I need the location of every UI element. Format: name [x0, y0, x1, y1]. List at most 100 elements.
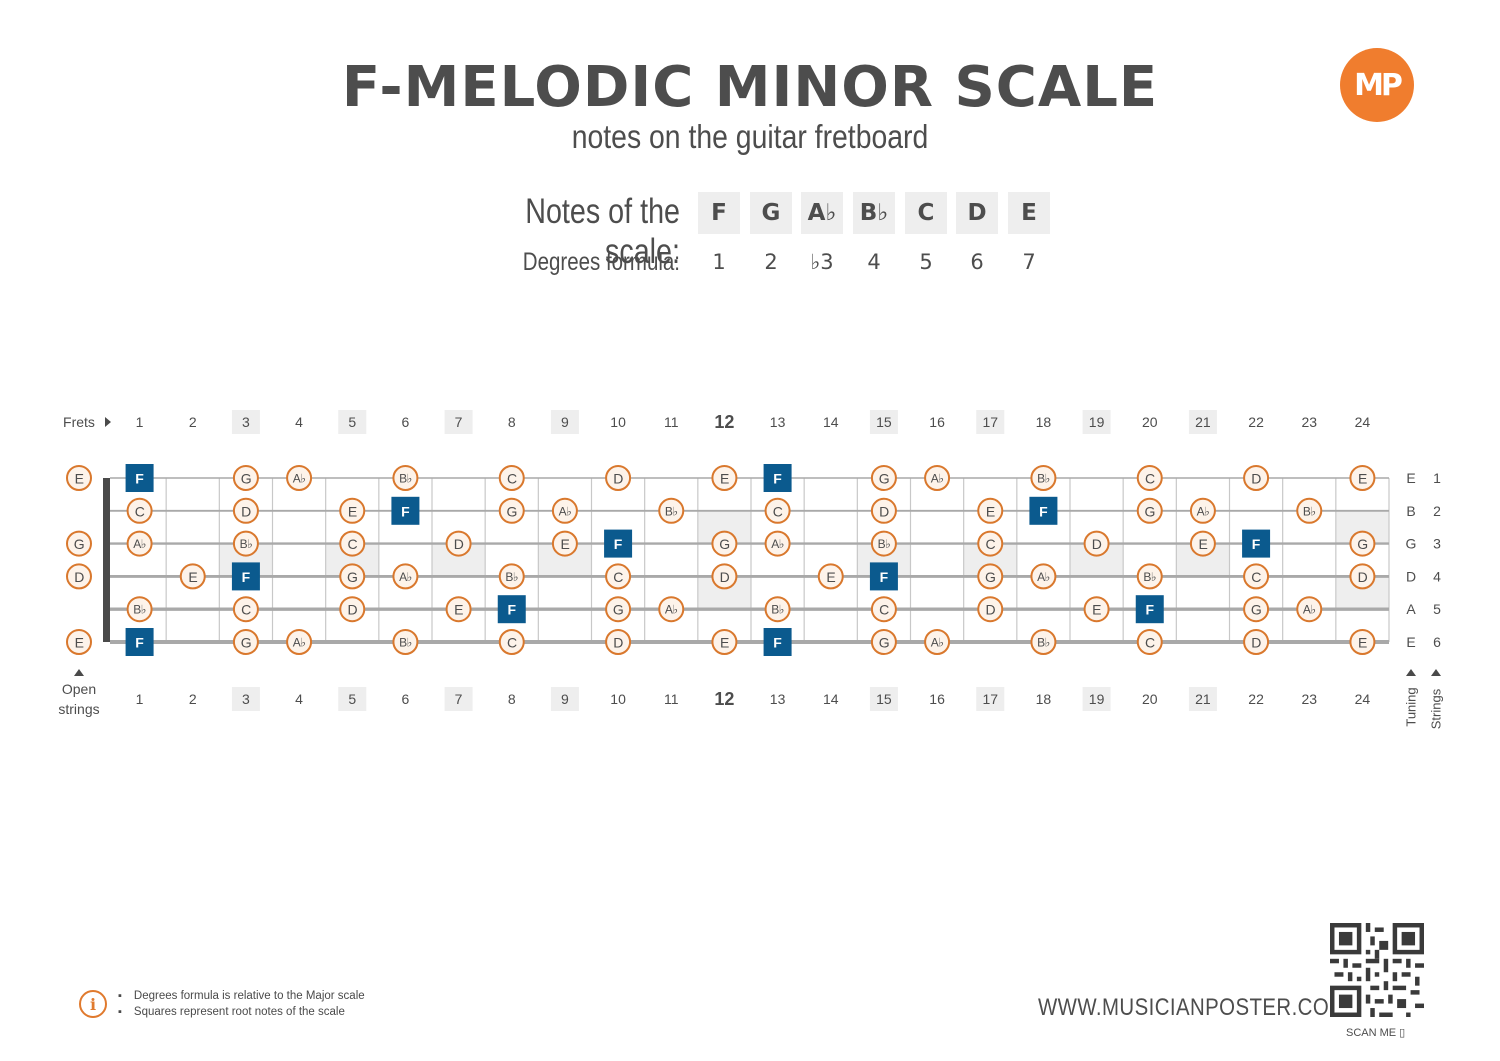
info-notes: Degrees formula is relative to the Major… — [118, 988, 365, 1020]
fret-number: 9 — [561, 691, 569, 707]
scale-note: D — [956, 192, 998, 234]
fret-number: 20 — [1142, 691, 1158, 707]
note-circle — [658, 596, 685, 623]
note-circle — [977, 563, 1004, 590]
note-circle — [711, 563, 738, 590]
note-label: B♭ — [399, 636, 412, 650]
note-label: G — [74, 536, 84, 552]
fret-number: 12 — [714, 412, 734, 432]
note-circle — [817, 563, 844, 590]
note-label: G — [879, 471, 889, 487]
string-tuning: E — [1406, 470, 1415, 486]
note-circle — [339, 497, 366, 524]
note-label: A♭ — [133, 537, 146, 551]
fretboard-diagram: 1 2 3 4 5 6 7 8 9 10 11 12 13 14 15 16 17 18 19 20 21 22 23 241… — [58, 410, 1444, 729]
scale-degree: 7 — [1022, 250, 1036, 274]
note-label: E — [454, 602, 463, 618]
note-label: G — [613, 602, 623, 618]
strings-label: Strings — [1429, 688, 1444, 729]
note-circle — [924, 465, 951, 491]
note-label: A♭ — [665, 603, 678, 617]
note-label: A♭ — [1037, 570, 1050, 584]
note-label: B♭ — [1037, 472, 1050, 486]
scale-degree: 4 — [867, 250, 881, 274]
root-note-square — [125, 464, 154, 492]
string-tuning: G — [1406, 536, 1417, 552]
root-note-label: F — [880, 569, 889, 585]
note-label: E — [1358, 471, 1367, 487]
note-circle — [1189, 530, 1216, 557]
scale-note: B♭ — [853, 192, 895, 234]
note-label: C — [879, 602, 889, 618]
fret-number: 19 — [1089, 414, 1105, 430]
note-label: B♭ — [133, 603, 146, 617]
note-circle — [764, 596, 791, 623]
fret-number-bg — [338, 410, 367, 434]
note-label: D — [241, 503, 251, 519]
root-note-square — [604, 529, 633, 558]
note-circle — [498, 497, 525, 524]
note-label: A♭ — [931, 472, 944, 486]
note-label: E — [1358, 635, 1367, 651]
note-circle — [392, 563, 419, 590]
fret-number: 15 — [876, 691, 892, 707]
string-number: 4 — [1433, 568, 1441, 584]
note-circle — [66, 530, 92, 557]
note-label: E — [1198, 536, 1207, 552]
fret-number: 5 — [348, 414, 356, 430]
fret-number: 24 — [1355, 691, 1371, 707]
website-link[interactable]: WWW.MUSICIANPOSTER.COM — [1038, 994, 1347, 1021]
note-label: C — [1145, 635, 1155, 651]
fret-number: 13 — [770, 414, 786, 430]
note-circle — [977, 497, 1004, 524]
note-label: C — [507, 471, 517, 487]
note-circle — [711, 465, 738, 491]
fret-number: 5 — [348, 691, 356, 707]
root-note-label: F — [1039, 503, 1048, 519]
fret-number: 14 — [823, 691, 839, 707]
fret-number: 1 — [136, 691, 144, 707]
note-circle — [870, 530, 897, 557]
string-number: 3 — [1433, 536, 1441, 552]
note-label: A♭ — [293, 636, 306, 650]
fret-number: 2 — [189, 691, 197, 707]
note-circle — [605, 465, 632, 491]
fret-number: 10 — [610, 414, 626, 430]
note-label: B♭ — [1303, 504, 1316, 518]
fret-number-bg — [869, 410, 898, 434]
root-note-square — [763, 628, 792, 656]
root-note-square — [1029, 496, 1058, 525]
fret-number: 23 — [1301, 414, 1317, 430]
note-label: E — [348, 503, 357, 519]
string-number: 1 — [1433, 470, 1441, 486]
root-note-label: F — [614, 536, 623, 552]
root-note-label: F — [1252, 536, 1261, 552]
fret-number: 11 — [664, 414, 679, 430]
arrow-up-icon — [74, 669, 84, 676]
note-circle — [870, 465, 897, 491]
scale-note: F — [698, 192, 740, 234]
note-circle — [711, 629, 738, 655]
fret-number: 13 — [770, 691, 786, 707]
note-label: E — [560, 536, 569, 552]
fret-number: 7 — [455, 414, 463, 430]
note-circle — [711, 530, 738, 557]
root-note-square — [869, 562, 898, 591]
note-label: A♭ — [399, 570, 412, 584]
note-label: C — [241, 602, 251, 618]
note-circle — [1296, 596, 1323, 623]
root-note-label: F — [401, 503, 410, 519]
qr-code-icon[interactable] — [1330, 923, 1424, 1017]
fret-number-bg — [976, 410, 1005, 434]
note-label: D — [613, 635, 623, 651]
scale-degree: 1 — [712, 250, 726, 274]
page-title: F-MELODIC MINOR SCALE — [341, 55, 1159, 120]
note-label: B♭ — [505, 570, 518, 584]
fret-number: 22 — [1248, 414, 1264, 430]
note-label: D — [720, 569, 730, 585]
frets-label: Frets — [63, 414, 95, 430]
fret-number: 18 — [1036, 691, 1052, 707]
note-circle — [126, 596, 153, 623]
note-label: D — [74, 569, 84, 585]
note-label: A♭ — [771, 537, 784, 551]
